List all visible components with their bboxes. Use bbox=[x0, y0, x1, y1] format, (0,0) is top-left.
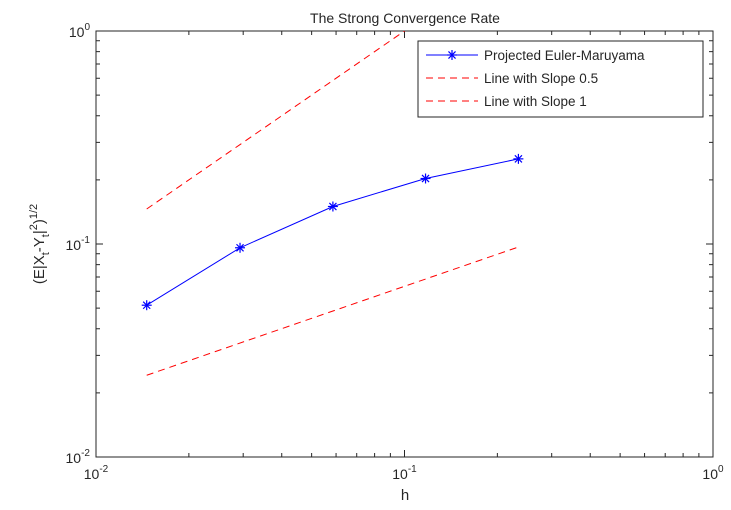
series-point bbox=[513, 153, 524, 164]
legend-label-1: Projected Euler-Maruyama bbox=[484, 48, 645, 63]
y-label-bar: | bbox=[31, 230, 48, 234]
y-label-sup-half: 1/2 bbox=[28, 204, 40, 219]
series-point bbox=[327, 201, 338, 212]
series-layer bbox=[141, 31, 524, 376]
chart-title: The Strong Convergence Rate bbox=[310, 10, 500, 26]
y-tick-exponent: -2 bbox=[81, 448, 90, 459]
svg-text:(E|Xt-Yt|2)1/2: (E|Xt-Yt|2)1/2 bbox=[28, 204, 52, 284]
y-tick-label: 10-1 bbox=[66, 235, 91, 253]
x-tick-exponent: -2 bbox=[99, 464, 108, 475]
y-label-sub-t1: t bbox=[40, 252, 52, 255]
y-tick-base: 10 bbox=[66, 237, 82, 253]
y-axis-label: (E|Xt-Yt|2)1/2 bbox=[28, 204, 52, 284]
y-tick-base: 10 bbox=[66, 450, 82, 466]
x-tick-label: 100 bbox=[702, 464, 724, 482]
y-tick-label: 100 bbox=[69, 22, 91, 40]
x-tick-base: 10 bbox=[392, 466, 408, 482]
series-point bbox=[235, 242, 246, 253]
series-point bbox=[420, 173, 431, 184]
x-tick-base: 10 bbox=[84, 466, 100, 482]
legend-box bbox=[417, 40, 704, 118]
x-tick-base: 10 bbox=[702, 466, 718, 482]
x-axis-label: h bbox=[401, 487, 409, 504]
axis-ticks bbox=[95, 31, 713, 458]
y-label-sub-t2: t bbox=[40, 234, 52, 237]
legend-marker bbox=[447, 50, 457, 60]
y-tick-label: 10-2 bbox=[66, 448, 91, 466]
x-tick-exponent: 0 bbox=[718, 464, 724, 475]
x-tick-exponent: -1 bbox=[408, 464, 417, 475]
legend-label-2: Line with Slope 0.5 bbox=[484, 71, 598, 86]
y-label-close-paren: ) bbox=[31, 219, 48, 224]
y-label-sup-2: 2 bbox=[28, 224, 40, 230]
series-line-3 bbox=[146, 31, 406, 210]
legend-label-3: Line with Slope 1 bbox=[484, 94, 587, 109]
y-tick-exponent: 0 bbox=[84, 22, 90, 33]
y-label-minus-y: -Y bbox=[31, 237, 48, 252]
legend: Projected Euler-Maruyama Line with Slope … bbox=[417, 40, 704, 118]
x-tick-label: 10-1 bbox=[392, 464, 417, 482]
y-tick-exponent: -1 bbox=[81, 235, 90, 246]
series-line-2 bbox=[146, 246, 519, 376]
x-tick-label: 10-2 bbox=[84, 464, 109, 482]
y-tick-base: 10 bbox=[69, 24, 85, 40]
x-tick-labels: 10-2 10-1 100 bbox=[84, 464, 724, 482]
series-point bbox=[141, 300, 152, 311]
